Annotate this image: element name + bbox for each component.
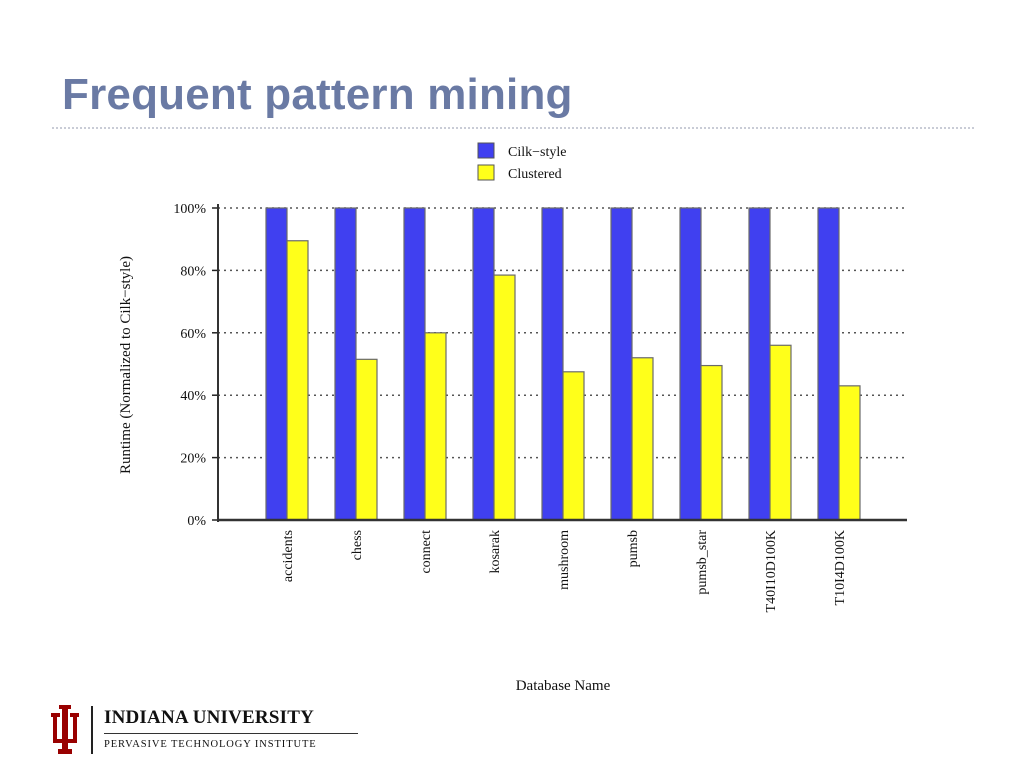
x-tick-label: pumsb_star — [695, 530, 710, 595]
x-tick-label: accidents — [281, 530, 296, 582]
bar-cilk-style-t40i10d100k — [748, 207, 771, 521]
y-tick-label: 20% — [180, 452, 206, 467]
y-tick-label: 40% — [180, 389, 206, 404]
x-tick-label: chess — [350, 530, 365, 560]
bar-clustered-t40i10d100k — [769, 344, 792, 521]
indiana-university-logo: INDIANA UNIVERSITY PERVASIVE TECHNOLOGY … — [50, 703, 358, 757]
x-tick-label: kosarak — [488, 530, 503, 574]
bar-group — [265, 207, 861, 521]
slide-title: Frequent pattern mining — [62, 70, 573, 119]
x-tick-label: mushroom — [557, 530, 572, 590]
x-tick-label: connect — [419, 530, 434, 574]
bar-cilk-style-connect — [403, 207, 426, 521]
legend-swatch — [477, 142, 495, 159]
bar-cilk-style-chess — [334, 207, 357, 521]
legend-swatch — [477, 164, 495, 181]
legend: Cilk−style Clustered — [477, 142, 566, 182]
x-axis-label: Database Name — [516, 678, 611, 694]
bar-cilk-style-accidents — [265, 207, 288, 521]
x-tick-labels: accidents chess connect kosarak mushroom pums… — [281, 530, 848, 613]
axes — [212, 204, 907, 522]
bar-cilk-style-pumsb-star — [679, 207, 702, 521]
y-tick-label: 80% — [180, 264, 206, 279]
bar-clustered-pumsb — [631, 357, 654, 521]
x-tick-label: T10I4D100K — [833, 530, 848, 605]
y-axis-label: Runtime (Normalized to Cilk−style) — [118, 256, 134, 474]
logo-rule — [104, 733, 358, 734]
bar-cilk-style-kosarak — [472, 207, 495, 521]
bar-cilk-style-pumsb — [610, 207, 633, 521]
iu-trident-icon — [51, 705, 79, 754]
title-divider — [52, 127, 974, 129]
y-tick-label: 100% — [173, 202, 206, 217]
x-tick-label: pumsb — [626, 530, 641, 567]
y-tick-labels: 0% 20% 40% 60% 80% 100% — [173, 202, 206, 529]
bar-clustered-connect — [424, 332, 447, 521]
legend-label: Cilk−style — [508, 145, 566, 160]
y-tick-label: 0% — [187, 514, 206, 529]
legend-label: Clustered — [508, 167, 562, 182]
bar-clustered-kosarak — [493, 274, 516, 521]
bar-clustered-chess — [355, 358, 378, 521]
institute-name: PERVASIVE TECHNOLOGY INSTITUTE — [104, 739, 317, 750]
bar-clustered-mushroom — [562, 371, 585, 521]
bar-cilk-style-t10i4d100k — [817, 207, 840, 521]
bar-clustered-t10i4d100k — [838, 385, 861, 521]
logo-divider — [91, 706, 93, 754]
grid-lines — [218, 207, 907, 459]
y-tick-label: 60% — [180, 327, 206, 342]
bar-clustered-pumsb-star — [700, 364, 723, 521]
x-tick-label: T40I10D100K — [764, 530, 779, 612]
bar-cilk-style-mushroom — [541, 207, 564, 521]
bar-clustered-accidents — [286, 240, 309, 521]
university-name: INDIANA UNIVERSITY — [104, 707, 315, 728]
